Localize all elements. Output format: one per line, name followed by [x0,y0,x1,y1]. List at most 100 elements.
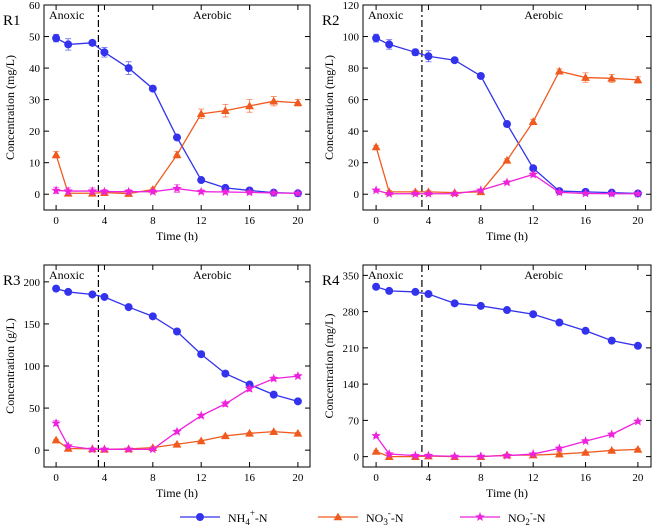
series-line [375,420,639,458]
data-point [449,188,460,198]
data-point [196,410,206,420]
y-tick-label: 120 [343,0,360,12]
data-point [245,101,254,110]
data-point [410,188,421,198]
y-tick-label: 0 [35,445,41,457]
x-tick-label: 16 [244,215,256,227]
series-line [375,173,638,195]
data-point [411,48,420,57]
legend-item-no2: NO2--N [460,508,546,527]
data-point [100,292,109,301]
plot-frame [362,4,652,211]
data-point [123,186,134,196]
series-line [55,37,298,194]
data-point [148,186,158,196]
panel-label: R3 [3,273,21,289]
x-tick-label: 4 [102,215,108,227]
y-tick-label: 20 [348,158,360,170]
data-point [51,418,61,428]
x-tick-label: 4 [426,472,432,484]
data-point [384,449,394,459]
data-point [220,106,230,114]
data-point [423,188,434,198]
data-point [633,341,642,350]
data-point [554,187,565,197]
data-point [172,183,182,193]
data-point [51,185,61,195]
data-point [384,188,394,198]
data-point [502,177,512,187]
data-point [385,286,394,295]
x-tick-label: 16 [580,215,592,227]
data-point [581,448,590,456]
data-point [64,287,73,296]
data-point [293,428,303,437]
series-no2 [371,169,643,198]
x-axis-label: Time (h) [486,229,528,243]
data-point [423,450,434,460]
data-point [371,185,381,195]
legend-item-nh4: NH4+-N [180,508,268,527]
data-point [196,186,206,196]
plot-frame [362,264,652,468]
series-line [55,375,298,450]
data-point [269,96,279,105]
data-point [52,284,61,293]
series-no2 [371,416,643,461]
data-point [64,40,73,49]
data-point [450,56,459,65]
data-point [528,169,538,179]
data-point [580,436,591,446]
data-point [554,449,564,458]
y-tick-label: 0 [354,189,360,201]
y-tick-label: 50 [29,32,41,44]
data-point [63,440,73,450]
x-tick-label: 4 [102,472,108,484]
data-point [197,176,206,185]
x-tick-label: 0 [53,215,59,227]
data-point [502,155,512,164]
x-tick-label: 8 [150,472,156,484]
data-point [580,188,591,198]
y-axis-label: Concentration (g/L) [3,318,17,414]
legend-item-no3: NO3--N [318,508,404,527]
data-point [607,73,617,82]
data-point [633,75,643,84]
series-no3 [51,96,303,197]
data-point [172,426,182,436]
data-point [633,188,643,198]
panel-label: R2 [322,13,340,29]
data-point [502,450,512,460]
series-no2 [51,183,303,198]
series-line [375,70,638,194]
series-no2 [51,371,303,454]
data-point [220,187,231,197]
data-point [555,318,564,327]
data-point [221,369,230,378]
data-point [371,430,381,440]
x-tick-label: 12 [528,215,539,227]
data-point [581,73,590,81]
data-point [87,444,98,454]
x-axis-label: Time (h) [156,486,198,500]
x-tick-label: 20 [632,215,644,227]
x-tick-label: 20 [292,472,304,484]
y-tick-label: 60 [348,95,360,107]
y-axis-label: Concentration (mg/L) [3,55,17,160]
y-tick-label: 40 [29,63,41,75]
data-point [502,306,511,315]
data-point [410,450,421,460]
legend-marker [475,512,485,522]
data-point [245,428,254,437]
data-point [607,446,617,454]
y-tick-label: 140 [343,379,360,391]
data-point [476,451,486,461]
y-tick-label: 70 [348,415,360,427]
legend-label: NO2--N [508,508,546,527]
data-point [581,326,590,335]
data-point [424,52,433,61]
data-point [385,40,394,49]
x-tick-label: 16 [580,472,592,484]
series-line [56,187,298,194]
